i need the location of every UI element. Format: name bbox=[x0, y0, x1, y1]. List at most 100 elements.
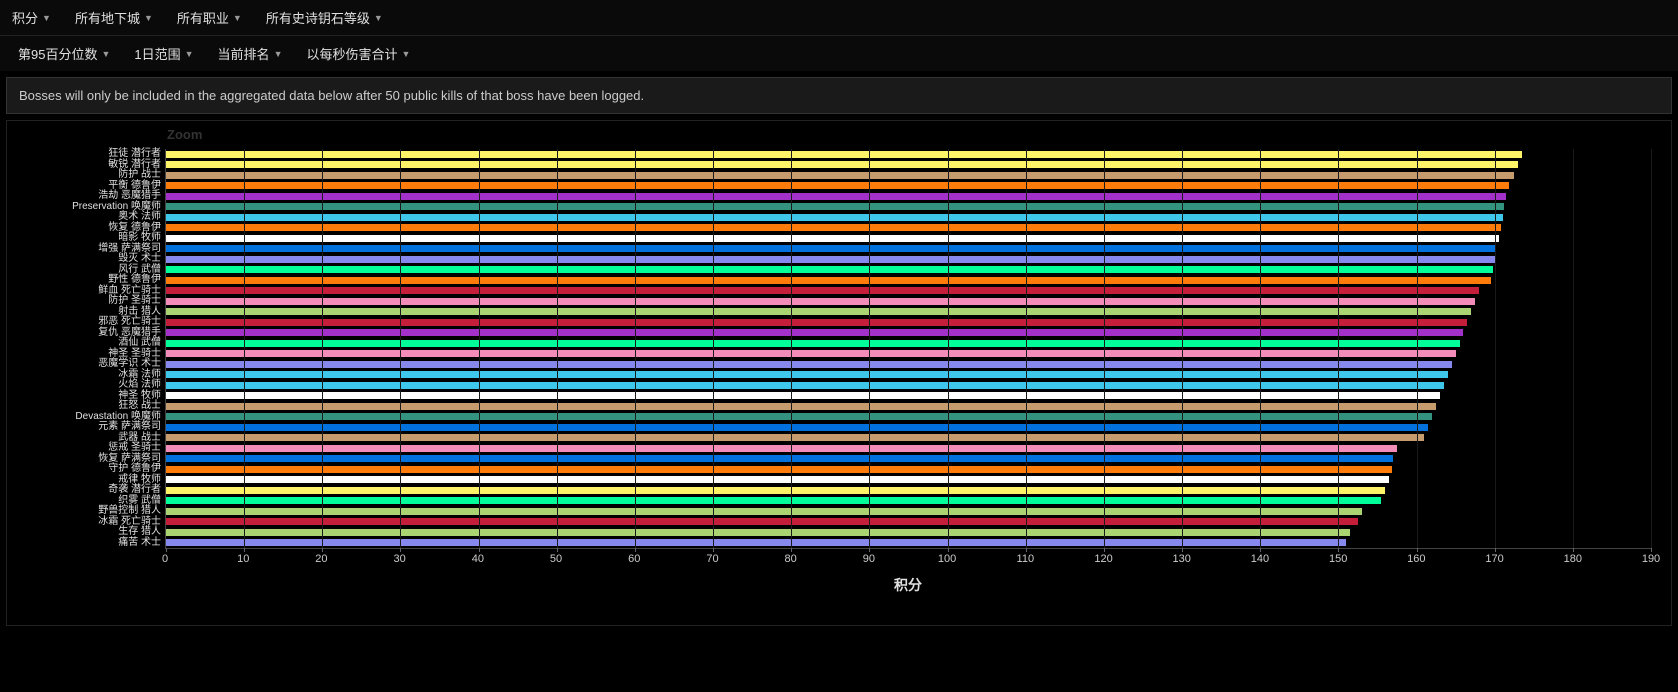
filter-label: 所有地下城 bbox=[75, 8, 140, 27]
bar[interactable] bbox=[166, 539, 1346, 546]
x-tick-label: 20 bbox=[315, 553, 327, 565]
chevron-down-icon: ▼ bbox=[185, 49, 194, 59]
chevron-down-icon: ▼ bbox=[233, 13, 242, 23]
chevron-down-icon: ▼ bbox=[101, 49, 110, 59]
bar[interactable] bbox=[166, 434, 1424, 441]
bar[interactable] bbox=[166, 308, 1471, 315]
bar[interactable] bbox=[166, 203, 1504, 210]
bar[interactable] bbox=[166, 298, 1475, 305]
y-axis-label: 惩戒 圣骑士 bbox=[15, 443, 161, 454]
bar-row bbox=[166, 170, 1651, 181]
bar-row bbox=[166, 296, 1651, 307]
bar[interactable] bbox=[166, 172, 1514, 179]
bar-row bbox=[166, 181, 1651, 192]
filter-dropdown[interactable]: 以每秒伤害合计▼ bbox=[306, 44, 410, 63]
bar[interactable] bbox=[166, 329, 1463, 336]
bar[interactable] bbox=[166, 371, 1448, 378]
tick-mark bbox=[244, 548, 245, 552]
x-tick-label: 180 bbox=[1564, 553, 1582, 565]
x-axis-title: 积分 bbox=[165, 575, 1651, 595]
filter-label: 所有职业 bbox=[177, 8, 229, 27]
filter-dropdown[interactable]: 积分▼ bbox=[12, 8, 51, 27]
bar[interactable] bbox=[166, 445, 1397, 452]
tick-mark bbox=[557, 548, 558, 552]
chart-container: Zoom 狂徒 潜行者敏锐 潜行者防护 战士平衡 德鲁伊浩劫 恶魔猎手Prese… bbox=[6, 120, 1672, 626]
bar[interactable] bbox=[166, 256, 1495, 263]
y-axis-label: 奥术 法师 bbox=[15, 212, 161, 223]
bar[interactable] bbox=[166, 182, 1509, 189]
bar-row bbox=[166, 254, 1651, 265]
bar-row bbox=[166, 244, 1651, 255]
x-tick-label: 110 bbox=[1017, 553, 1035, 565]
tick-mark bbox=[322, 548, 323, 552]
bar-row bbox=[166, 191, 1651, 202]
filter-label: 当前排名 bbox=[218, 44, 270, 63]
bar[interactable] bbox=[166, 518, 1358, 525]
bar[interactable] bbox=[166, 235, 1499, 242]
tick-mark bbox=[635, 548, 636, 552]
bar-row bbox=[166, 412, 1651, 423]
bar[interactable] bbox=[166, 424, 1428, 431]
bar[interactable] bbox=[166, 466, 1392, 473]
bar[interactable] bbox=[166, 413, 1432, 420]
bar[interactable] bbox=[166, 382, 1444, 389]
y-axis-label: 恶魔学识 术士 bbox=[15, 359, 161, 370]
filter-label: 积分 bbox=[12, 8, 38, 27]
chevron-down-icon: ▼ bbox=[274, 49, 283, 59]
bar-row bbox=[166, 380, 1651, 391]
filter-dropdown[interactable]: 第95百分位数▼ bbox=[18, 44, 110, 63]
bar[interactable] bbox=[166, 361, 1452, 368]
filter-dropdown[interactable]: 当前排名 ▼ bbox=[218, 44, 283, 63]
bar[interactable] bbox=[166, 151, 1522, 158]
bar[interactable] bbox=[166, 245, 1496, 252]
tick-mark bbox=[1104, 548, 1105, 552]
bar-row bbox=[166, 538, 1651, 549]
filter-dropdown[interactable]: 1日范围 ▼ bbox=[134, 44, 193, 63]
bar[interactable] bbox=[166, 319, 1467, 326]
filter-dropdown[interactable]: 所有职业 ▼ bbox=[177, 8, 242, 27]
x-tick-label: 0 bbox=[162, 553, 168, 565]
bar[interactable] bbox=[166, 403, 1436, 410]
bar[interactable] bbox=[166, 392, 1440, 399]
y-axis-label: 浩劫 恶魔猎手 bbox=[15, 191, 161, 202]
bar-row bbox=[166, 454, 1651, 465]
bar[interactable] bbox=[166, 497, 1381, 504]
notice-banner: Bosses will only be included in the aggr… bbox=[6, 77, 1672, 114]
bar[interactable] bbox=[166, 455, 1393, 462]
filter-label: 1日范围 bbox=[134, 44, 180, 63]
tick-mark bbox=[1026, 548, 1027, 552]
bar-row bbox=[166, 223, 1651, 234]
bar-row bbox=[166, 328, 1651, 339]
bar[interactable] bbox=[166, 224, 1501, 231]
tick-mark bbox=[166, 548, 167, 552]
bar[interactable] bbox=[166, 266, 1493, 273]
zoom-label: Zoom bbox=[167, 127, 202, 142]
bar[interactable] bbox=[166, 193, 1506, 200]
x-tick-label: 150 bbox=[1329, 553, 1347, 565]
x-tick-label: 130 bbox=[1173, 553, 1191, 565]
filter-dropdown[interactable]: 所有史诗钥石等级▼ bbox=[266, 8, 383, 27]
bar-row bbox=[166, 349, 1651, 360]
bar[interactable] bbox=[166, 529, 1350, 536]
bar-row bbox=[166, 212, 1651, 223]
bar[interactable] bbox=[166, 287, 1479, 294]
bar-row bbox=[166, 359, 1651, 370]
bar[interactable] bbox=[166, 214, 1503, 221]
bar[interactable] bbox=[166, 350, 1456, 357]
bar[interactable] bbox=[166, 161, 1518, 168]
bar[interactable] bbox=[166, 508, 1362, 515]
filter-dropdown[interactable]: 所有地下城▼ bbox=[75, 8, 153, 27]
bar[interactable] bbox=[166, 476, 1389, 483]
bar-row bbox=[166, 464, 1651, 475]
x-tick-label: 10 bbox=[237, 553, 249, 565]
bar[interactable] bbox=[166, 340, 1460, 347]
tick-mark bbox=[1338, 548, 1339, 552]
y-axis-label: 奇袭 潜行者 bbox=[15, 485, 161, 496]
bar[interactable] bbox=[166, 277, 1491, 284]
bar-row bbox=[166, 527, 1651, 538]
x-tick-label: 100 bbox=[938, 553, 956, 565]
filter-bar-secondary: 第95百分位数▼ 1日范围 ▼ 当前排名 ▼ 以每秒伤害合计▼ bbox=[0, 35, 1678, 71]
bar[interactable] bbox=[166, 487, 1385, 494]
bar-row bbox=[166, 307, 1651, 318]
tick-mark bbox=[713, 548, 714, 552]
